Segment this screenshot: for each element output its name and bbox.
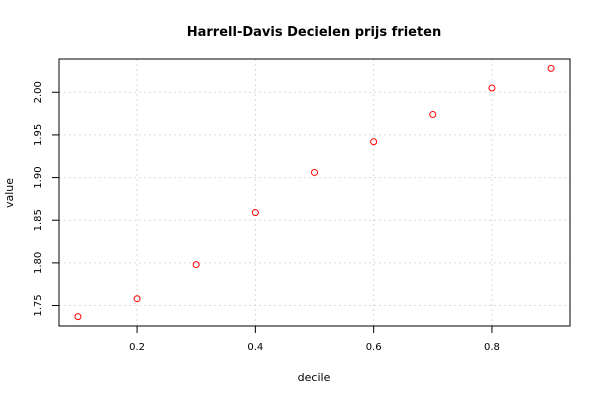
data-point-8 bbox=[547, 64, 555, 72]
y-tick-label-3: 1.90 bbox=[33, 166, 44, 188]
x-axis: 0.2 0.4 0.6 0.8 bbox=[129, 326, 500, 353]
data-point-0 bbox=[74, 313, 82, 321]
data-point-2 bbox=[192, 261, 200, 269]
data-point-4 bbox=[311, 168, 318, 176]
y-axis: 1.75 1.80 1.85 1.90 1.95 2.00 bbox=[33, 81, 59, 317]
x-tick-label-1: 0.4 bbox=[247, 342, 263, 353]
y-tick-label-2: 1.85 bbox=[33, 209, 44, 231]
x-tick-label-2: 0.6 bbox=[366, 342, 382, 353]
x-tick-label-3: 0.8 bbox=[484, 342, 500, 353]
data-point-1 bbox=[133, 295, 141, 303]
y-tick-label-4: 1.95 bbox=[33, 124, 44, 146]
y-tick-label-1: 1.80 bbox=[33, 252, 44, 274]
data-points bbox=[74, 64, 555, 321]
y-axis-label: value bbox=[3, 178, 16, 208]
x-tick-label-0: 0.2 bbox=[129, 342, 145, 353]
data-point-5 bbox=[370, 138, 378, 146]
chart-title: Harrell-Davis Decielen prijs frieten bbox=[187, 25, 442, 40]
data-point-3 bbox=[251, 209, 259, 217]
data-point-6 bbox=[429, 110, 437, 118]
plot-frame bbox=[58, 58, 571, 327]
x-axis-label: decile bbox=[298, 371, 331, 384]
data-point-7 bbox=[488, 84, 496, 92]
grid bbox=[59, 59, 570, 326]
y-tick-label-0: 1.75 bbox=[33, 294, 44, 316]
y-tick-label-5: 2.00 bbox=[33, 81, 44, 103]
